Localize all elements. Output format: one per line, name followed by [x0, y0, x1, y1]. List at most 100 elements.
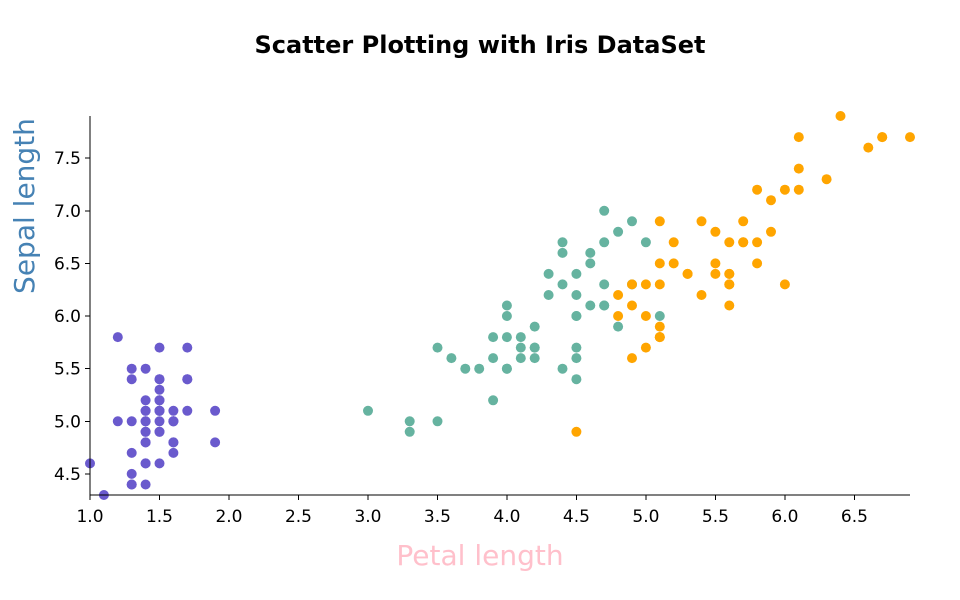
data-point: [682, 268, 693, 279]
data-point: [474, 363, 485, 374]
x-axis-ticks: 1.0 1.5 2.0 2.5 3.0 3.5 4.0 4.5 5.0 5.5 6.0 6.5: [76, 495, 868, 527]
x-tick-label: 3.5: [424, 507, 451, 527]
data-point: [140, 437, 151, 448]
data-point: [557, 237, 568, 248]
data-point: [140, 426, 151, 437]
data-point: [126, 374, 137, 385]
data-point: [696, 216, 707, 227]
data-point: [571, 311, 582, 321]
data-point: [557, 247, 568, 258]
data-point: [515, 342, 526, 353]
x-tick-label: 2.0: [215, 507, 242, 527]
data-point: [501, 363, 512, 374]
data-point: [724, 237, 735, 248]
data-point: [571, 374, 582, 385]
data-point: [613, 321, 624, 332]
data-point: [654, 311, 665, 321]
chart-title: Scatter Plotting with Iris DataSet: [255, 31, 706, 59]
data-point: [154, 426, 165, 437]
data-point: [140, 395, 151, 406]
data-point: [877, 132, 888, 143]
data-point: [140, 363, 151, 374]
data-point: [613, 226, 624, 237]
data-point: [627, 216, 637, 227]
data-point: [599, 205, 610, 216]
y-tick-label: 7.5: [54, 149, 81, 169]
series-virginica: [571, 111, 915, 437]
data-point: [752, 184, 763, 195]
data-point: [529, 342, 540, 353]
data-point: [654, 279, 665, 290]
data-point: [168, 437, 179, 448]
data-point: [112, 416, 123, 427]
x-tick-label: 1.0: [76, 507, 103, 527]
data-point: [140, 458, 151, 469]
y-tick-label: 6.0: [54, 307, 81, 327]
data-point: [501, 311, 512, 321]
series-setosa: [85, 332, 221, 500]
y-axis-ticks: 4.5 5.0 5.5 6.0 6.5 7.0 7.5: [54, 149, 90, 485]
data-point: [766, 195, 776, 206]
data-point: [640, 279, 651, 290]
data-point: [126, 468, 137, 479]
x-tick-label: 2.5: [285, 507, 312, 527]
x-axis-title: Petal length: [396, 539, 563, 572]
data-point: [529, 353, 540, 364]
data-point: [793, 163, 804, 174]
data-point: [543, 268, 554, 279]
data-point: [432, 342, 443, 353]
data-point: [571, 353, 582, 364]
data-point: [126, 479, 137, 490]
data-point: [599, 300, 610, 311]
data-point: [640, 342, 651, 353]
data-point: [140, 405, 151, 416]
data-point: [585, 300, 596, 311]
data-point: [654, 216, 665, 227]
data-point: [126, 363, 137, 374]
y-tick-label: 5.0: [54, 412, 81, 432]
data-point: [488, 332, 499, 343]
data-point: [835, 111, 846, 121]
data-point: [613, 311, 624, 321]
data-point: [154, 374, 165, 385]
data-point: [154, 342, 165, 353]
x-tick-label: 5.5: [702, 507, 729, 527]
data-point: [515, 332, 526, 343]
points-layer: [85, 111, 915, 500]
data-point: [488, 395, 499, 406]
data-point: [724, 268, 735, 279]
data-point: [404, 426, 415, 437]
series-versicolor: [363, 205, 665, 437]
x-tick-label: 5.0: [632, 507, 659, 527]
data-point: [724, 279, 735, 290]
data-point: [654, 332, 665, 343]
data-point: [571, 290, 582, 300]
y-tick-label: 5.5: [54, 360, 81, 380]
x-tick-label: 3.0: [354, 507, 381, 527]
data-point: [543, 290, 554, 300]
data-point: [460, 363, 471, 374]
data-point: [154, 384, 165, 395]
y-tick-label: 7.0: [54, 202, 81, 222]
data-point: [779, 184, 790, 195]
data-point: [446, 353, 457, 364]
data-point: [793, 132, 804, 143]
data-point: [501, 332, 512, 343]
data-point: [710, 258, 721, 269]
data-point: [710, 268, 721, 279]
data-point: [668, 237, 679, 248]
data-point: [154, 458, 165, 469]
data-point: [821, 174, 832, 185]
data-point: [432, 416, 443, 427]
data-point: [168, 405, 179, 416]
data-point: [627, 279, 637, 290]
y-tick-label: 6.5: [54, 254, 81, 274]
x-tick-label: 6.0: [771, 507, 798, 527]
data-point: [599, 279, 610, 290]
data-point: [585, 258, 596, 269]
data-point: [363, 405, 373, 416]
data-point: [766, 226, 776, 237]
data-point: [905, 132, 915, 143]
